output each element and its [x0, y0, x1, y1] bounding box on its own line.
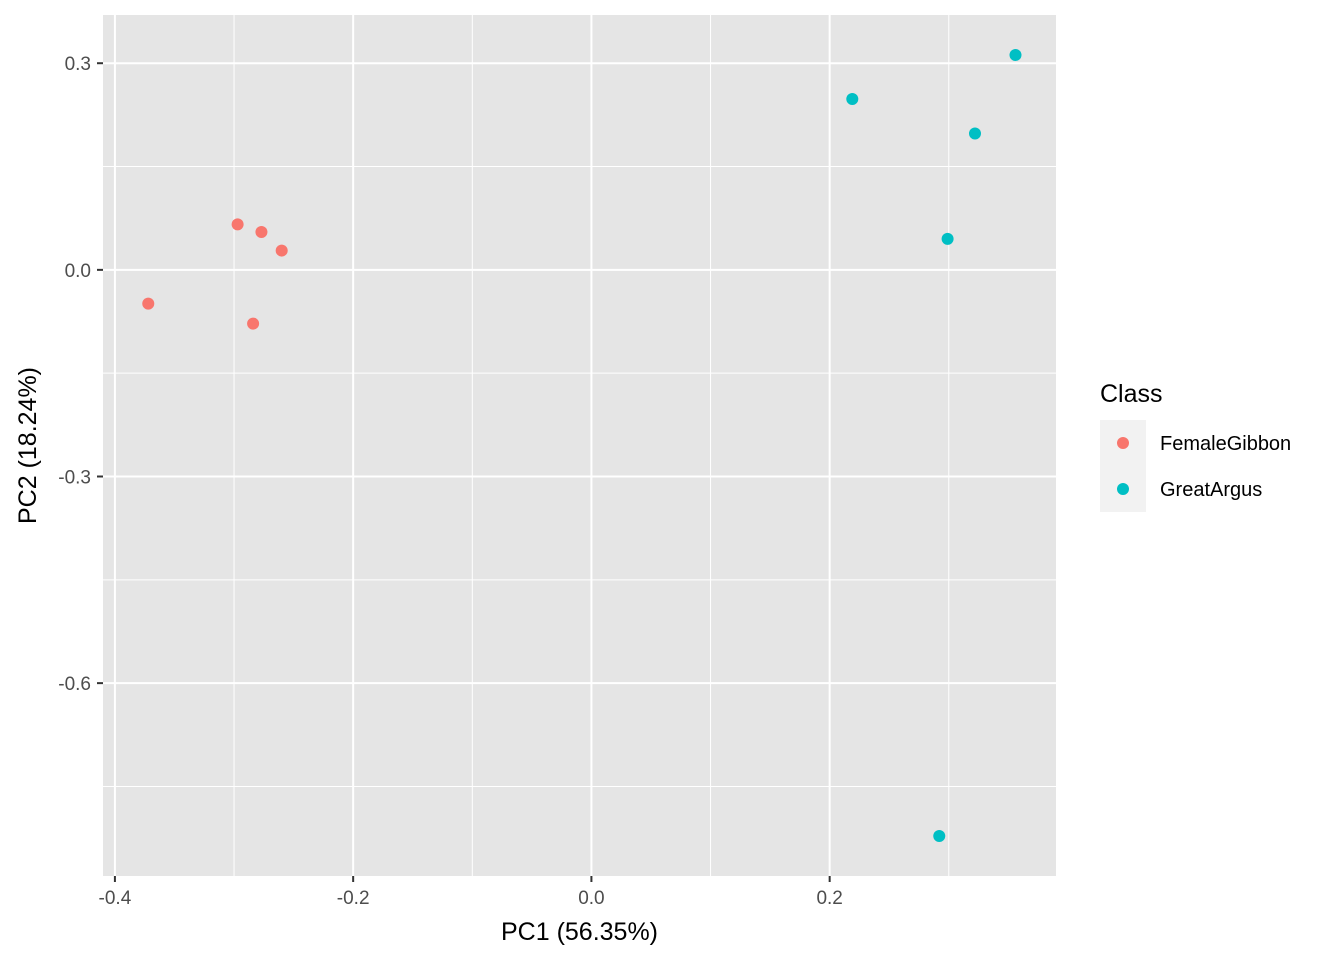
x-tick-label: 0.2	[816, 888, 842, 909]
legend-key-femalegibbon	[1117, 437, 1129, 449]
data-point-greatargus	[846, 93, 859, 106]
x-tick-label: -0.4	[99, 888, 132, 909]
axes: -0.4 -0.2 0.0 0.2 0.3 0.0 -0.3 -0.6	[58, 54, 843, 909]
y-tick-label: 0.3	[65, 54, 91, 75]
x-tick-label: -0.2	[337, 888, 370, 909]
data-point-femalegibbon	[247, 317, 260, 330]
data-points	[142, 48, 1022, 843]
y-axis-title: PC2 (18.24%)	[14, 367, 42, 524]
panel-background	[103, 15, 1056, 876]
grid-lines	[103, 15, 1056, 876]
legend-title: Class	[1100, 380, 1163, 408]
data-point-greatargus	[1009, 48, 1022, 61]
data-point-greatargus	[941, 232, 954, 245]
data-point-femalegibbon	[231, 218, 244, 231]
legend-label-femalegibbon: FemaleGibbon	[1160, 433, 1291, 455]
legend: Class FemaleGibbon GreatArgus	[1100, 380, 1291, 512]
data-point-femalegibbon	[142, 297, 155, 310]
legend-label-greatargus: GreatArgus	[1160, 479, 1262, 501]
y-tick-label: 0.0	[65, 261, 91, 282]
data-point-greatargus	[933, 830, 946, 843]
data-point-greatargus	[968, 127, 981, 140]
y-tick-label: -0.3	[58, 467, 91, 488]
x-tick-label: 0.0	[578, 888, 604, 909]
data-point-femalegibbon	[255, 225, 268, 238]
x-axis-title: PC1 (56.35%)	[501, 918, 658, 946]
data-point-femalegibbon	[275, 244, 288, 257]
legend-key-greatargus	[1117, 483, 1129, 495]
y-tick-label: -0.6	[58, 674, 91, 695]
